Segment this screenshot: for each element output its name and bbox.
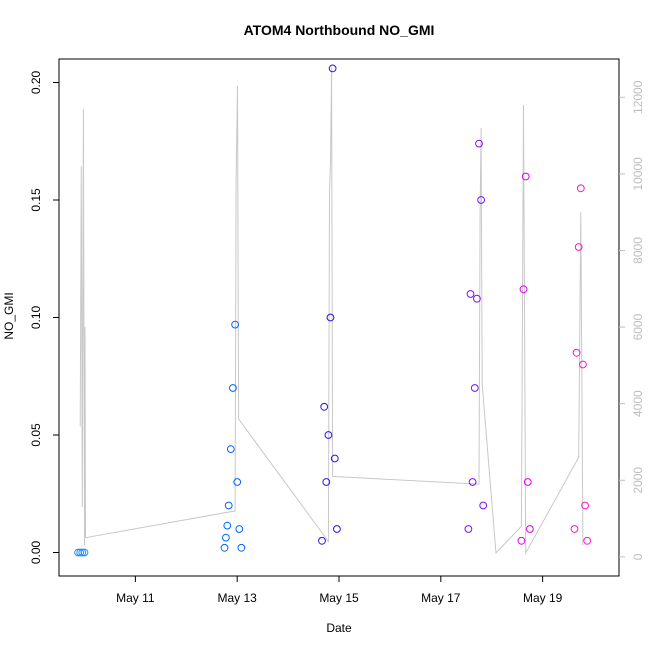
data-point: [579, 360, 587, 369]
data-point: [581, 501, 589, 510]
data-point: [526, 525, 534, 533]
y2-tick-label: 4000: [631, 390, 645, 417]
data-point: [229, 384, 237, 392]
data-point: [572, 348, 581, 357]
chart-title: ATOM4 Northbound NO_GMI: [244, 22, 435, 38]
data-point: [517, 536, 526, 545]
data-point: [326, 313, 335, 322]
data-point: [224, 501, 233, 510]
x-tick-label: May 15: [319, 591, 359, 605]
data-point: [570, 525, 579, 533]
y-tick-label: 0.00: [29, 540, 43, 564]
data-point: [468, 478, 477, 486]
data-point: [333, 525, 341, 533]
x-tick-label: May 11: [116, 591, 155, 605]
data-point: [235, 525, 244, 533]
x-tick-label: May 19: [523, 591, 563, 605]
data-point: [523, 478, 532, 486]
y2-tick-label: 6000: [631, 313, 645, 340]
y-tick-label: 0.05: [29, 423, 43, 447]
y-tick-label: 0.15: [29, 188, 43, 212]
data-point: [231, 320, 240, 329]
data-point: [328, 64, 337, 73]
data-point: [76, 548, 85, 557]
plot-frame: [58, 58, 620, 577]
data-point: [320, 402, 329, 411]
y-tick-label: 0.10: [29, 305, 43, 329]
x-axis-label: Date: [326, 621, 352, 635]
data-point: [583, 536, 592, 545]
axes-layer: May 11 May 13 May 15 May 17 May 19 0.00 0.05 0.…: [29, 70, 645, 605]
data-point: [475, 139, 483, 148]
y-axis-label: NO_GMI: [2, 292, 16, 339]
points-layer: [74, 64, 592, 557]
data-point: [477, 196, 486, 204]
altitude-line-layer: [79, 66, 584, 555]
y2-tick-label: 12000: [631, 80, 645, 114]
data-point: [318, 536, 326, 545]
x-tick-label: May 17: [421, 591, 461, 605]
data-point: [322, 478, 331, 486]
data-point: [237, 543, 246, 552]
data-point: [78, 548, 87, 557]
data-point: [223, 521, 232, 530]
y2-tick-label: 0: [631, 553, 645, 560]
data-point: [222, 533, 230, 542]
data-point: [470, 384, 479, 392]
data-point: [519, 285, 528, 294]
data-point: [226, 445, 235, 454]
data-point: [233, 478, 242, 486]
data-point: [466, 290, 475, 298]
data-point: [220, 543, 229, 552]
data-point: [324, 431, 333, 439]
data-point: [576, 184, 585, 193]
y2-tick-label: 2000: [631, 467, 645, 494]
y2-tick-label: 10000: [631, 157, 645, 191]
data-point: [330, 454, 339, 463]
data-point: [521, 172, 530, 181]
data-point: [464, 525, 473, 533]
y-tick-label: 0.20: [29, 70, 43, 94]
data-point: [473, 294, 481, 303]
data-point: [479, 501, 488, 510]
data-point: [80, 548, 89, 557]
data-point: [574, 243, 583, 251]
altitude-line: [79, 66, 584, 555]
x-tick-label: May 13: [218, 591, 258, 605]
y2-tick-label: 8000: [631, 237, 645, 264]
